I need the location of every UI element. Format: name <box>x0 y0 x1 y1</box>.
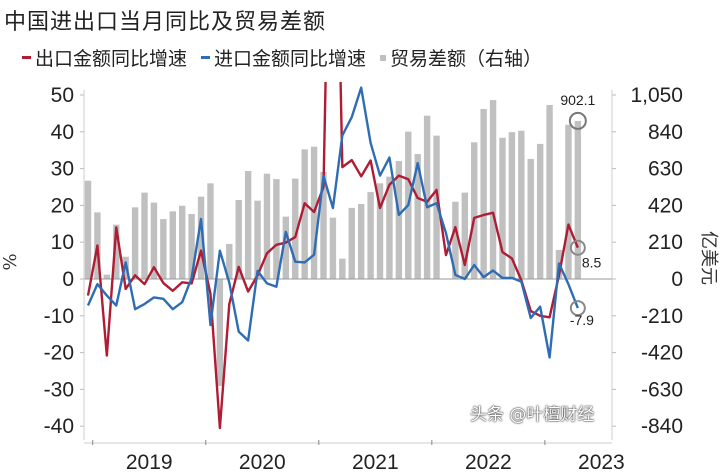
bar-balance <box>565 124 572 280</box>
legend: 出口金额同比增速 进口金额同比增速 贸易差额（右轴） <box>22 44 542 71</box>
bar-balance <box>197 196 205 279</box>
left-tick-label: -30 <box>44 378 74 401</box>
left-tick-label: 40 <box>51 121 74 144</box>
bar-balance <box>103 274 111 279</box>
x-tick-label: 2020 <box>239 451 286 474</box>
annotation-label-imports: -7.9 <box>570 312 594 328</box>
bar-balance <box>188 213 195 279</box>
right-tick-label: 840 <box>648 121 683 144</box>
bar-balance <box>141 192 148 279</box>
legend-label-exports: 出口金额同比增速 <box>35 48 188 70</box>
bar-balance <box>273 179 280 279</box>
left-tick-label: -20 <box>44 342 74 365</box>
right-tick-label: -840 <box>641 415 683 438</box>
bar-balance <box>499 137 506 279</box>
right-tick-label: -210 <box>641 305 683 328</box>
annotation-circle-exports <box>569 239 586 256</box>
right-tick-label: 0 <box>671 268 683 291</box>
bar-balance <box>367 192 374 279</box>
bar-balance <box>254 200 261 279</box>
bar-balance <box>536 143 544 279</box>
bar-balance <box>461 192 468 279</box>
bar-balance <box>471 142 478 279</box>
left-tick-label: 30 <box>51 158 74 181</box>
bars-group <box>84 100 582 386</box>
bar-balance <box>263 173 271 279</box>
bar-balance <box>113 224 120 279</box>
annotation-label-exports: 8.5 <box>582 255 602 271</box>
left-tick-label: -40 <box>44 415 74 438</box>
bar-balance <box>301 149 308 279</box>
bar-balance <box>348 207 355 279</box>
bar-balance <box>292 178 299 279</box>
chart-title: 中国进出口当月同比及贸易差额 <box>4 10 327 35</box>
bar-balance <box>282 216 290 279</box>
right-tick-label: -630 <box>641 378 683 401</box>
legend-swatch-balance <box>380 54 387 61</box>
x-tick-label: 2019 <box>126 451 173 474</box>
bar-balance <box>546 104 553 279</box>
x-tick-label: 2022 <box>465 451 512 474</box>
left-tick-label: -10 <box>44 305 74 328</box>
watermark: 头条 @叶檀财经 <box>470 405 595 425</box>
left-tick-label: 20 <box>51 194 74 217</box>
bar-balance <box>574 120 582 279</box>
bar-balance <box>216 279 224 386</box>
bar-balance <box>414 154 421 279</box>
bar-balance <box>207 183 214 279</box>
bar-balance <box>433 135 440 279</box>
right-tick-label: 630 <box>648 158 683 181</box>
right-tick-label: 1,050 <box>630 84 683 107</box>
axes-group: 50 40 30 20 10 0 -10 -20 -30 -40 1,050 840 630 420 210… <box>0 84 719 474</box>
bar-balance <box>235 199 242 279</box>
annotations-group: 902.1 8.5 -7.9 <box>560 92 601 328</box>
legend-label-balance: 贸易差额（右轴） <box>390 48 543 70</box>
right-axis-label: 亿美元 <box>698 231 719 285</box>
bar-balance <box>527 158 534 279</box>
bar-balance <box>376 183 384 279</box>
bar-balance <box>518 130 525 279</box>
bar-balance <box>423 115 431 279</box>
left-axis-label: % <box>0 253 21 270</box>
legend-label-imports: 进口金额同比增速 <box>214 48 367 70</box>
left-tick-label: 0 <box>62 268 74 291</box>
bar-balance <box>480 109 487 280</box>
bar-balance <box>489 100 497 279</box>
lines-group <box>86 82 579 430</box>
bar-balance <box>329 217 337 279</box>
bar-balance <box>131 207 139 279</box>
line-imports <box>86 86 579 359</box>
right-tick-label: -420 <box>641 342 683 365</box>
legend-item-imports: 进口金额同比增速 <box>201 44 366 71</box>
bar-balance <box>179 205 186 279</box>
annotation-circle-balance <box>568 111 587 130</box>
annotation-label-balance: 902.1 <box>560 92 595 108</box>
bar-balance <box>160 219 167 279</box>
bar-balance <box>386 176 393 279</box>
bar-balance <box>320 171 327 279</box>
left-tick-label: 50 <box>51 84 74 107</box>
legend-item-exports: 出口金额同比增速 <box>22 44 187 71</box>
bar-balance <box>357 203 365 279</box>
annotation-circle-imports <box>569 300 586 317</box>
right-tick-label: 210 <box>648 231 683 254</box>
bar-balance <box>508 132 516 279</box>
right-tick-label: 420 <box>648 194 683 217</box>
bar-balance <box>150 202 158 279</box>
bar-balance <box>339 258 346 279</box>
bar-balance <box>84 180 92 279</box>
x-tick-label: 2023 <box>578 451 625 474</box>
legend-swatch-imports <box>201 56 211 59</box>
line-exports <box>86 82 579 430</box>
left-tick-label: 10 <box>51 231 74 254</box>
legend-swatch-exports <box>22 56 31 59</box>
bar-balance <box>226 243 233 279</box>
legend-item-balance: 贸易差额（右轴） <box>380 44 542 71</box>
bar-balance <box>244 171 252 279</box>
x-tick-label: 2021 <box>352 451 399 474</box>
bar-balance <box>169 211 176 279</box>
bar-balance <box>395 161 403 279</box>
bar-balance <box>452 201 459 279</box>
